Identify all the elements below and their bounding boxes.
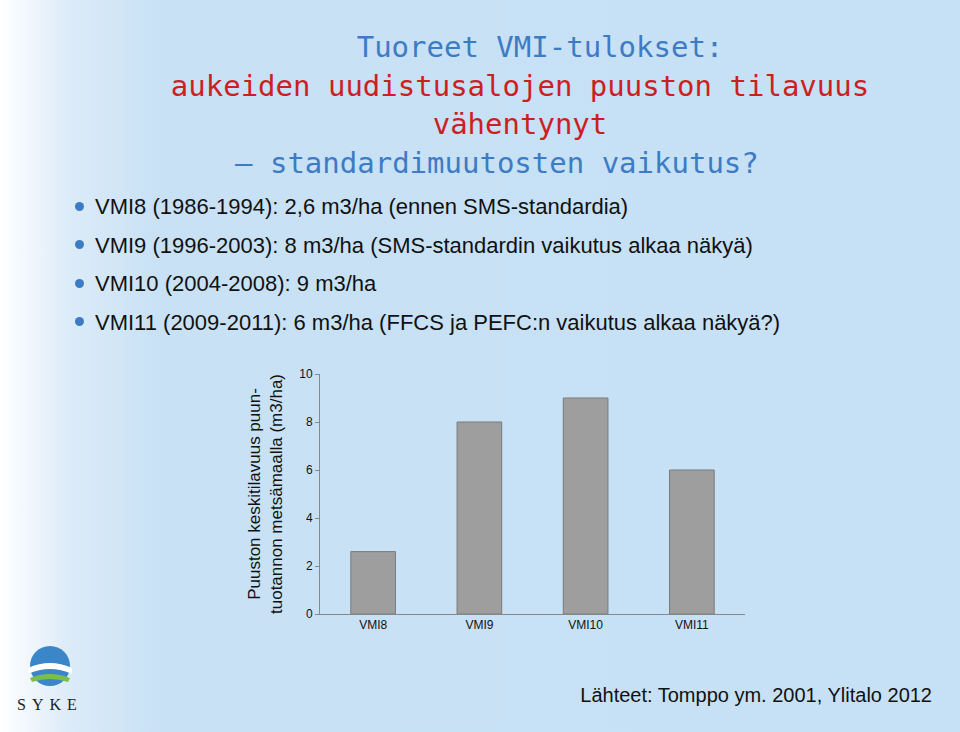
svg-text:2: 2 [306, 559, 313, 573]
svg-text:0: 0 [306, 607, 313, 621]
svg-text:10: 10 [299, 367, 313, 381]
svg-text:Puuston keskitilavuus puun-tuo: Puuston keskitilavuus puun-tuotannon met… [245, 374, 286, 614]
svg-text:SYKE: SYKE [17, 696, 83, 713]
svg-text:VMI11: VMI11 [675, 618, 709, 632]
svg-text:8: 8 [306, 415, 313, 429]
svg-text:VMI9: VMI9 [465, 618, 493, 632]
svg-text:6: 6 [306, 463, 313, 477]
svg-text:4: 4 [306, 511, 313, 525]
html-text:vähentynyt: vähentynyt [432, 107, 608, 141]
html-text:Tuoreet VMI-tulokset:: Tuoreet VMI-tulokset: [356, 30, 724, 64]
html-text:– standardimuutosten vaikutus?: – standardimuutosten vaikutus? [235, 145, 759, 180]
svg-text:VMI8: VMI8 [359, 618, 387, 632]
html-text:VMI9 (1996-2003): 8 m3/ha (SMS: VMI9 (1996-2003): 8 m3/ha (SMS-standardi… [95, 232, 753, 258]
html-text:Lähteet: Tomppo ym. 2001, Ylit: Lähteet: Tomppo ym. 2001, Ylitalo 2012 [580, 684, 932, 706]
svg-text:VMI10: VMI10 [568, 618, 603, 632]
html-text:VMI8 (1986-1994): 2,6 m3/ha (e: VMI8 (1986-1994): 2,6 m3/ha (ennen SMS-s… [95, 194, 629, 219]
html-text:VMI11 (2009-2011): 6 m3/ha (FF: VMI11 (2009-2011): 6 m3/ha (FFCS ja PEFC… [95, 309, 781, 335]
html-text:aukeiden uudistusalojen puusto: aukeiden uudistusalojen puuston tilavuus [170, 68, 870, 103]
html-text:VMI10 (2004-2008): 9 m3/ha: VMI10 (2004-2008): 9 m3/ha [95, 271, 377, 296]
